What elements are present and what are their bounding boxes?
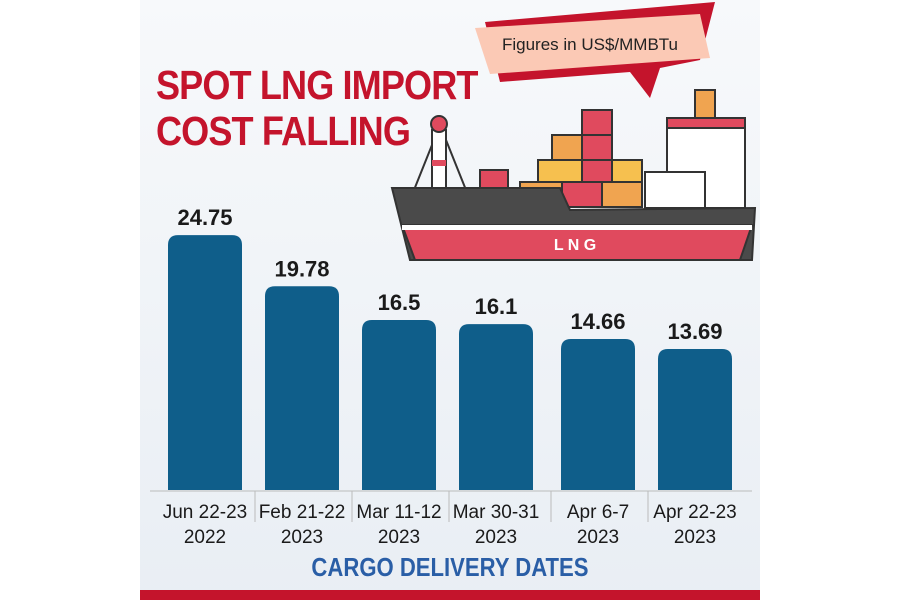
x-tick-label: 2022 <box>184 527 226 548</box>
unit-note: Figures in US$/MMBTu <box>502 35 678 54</box>
ship-label: L N G <box>554 237 596 254</box>
bar <box>265 286 339 490</box>
x-tick-label: 2023 <box>674 527 716 548</box>
x-tick-label: 2023 <box>281 527 323 548</box>
value-label: 19.78 <box>274 256 329 281</box>
x-tick-label: Apr 22-23 <box>653 502 736 523</box>
value-label: 13.69 <box>667 319 722 344</box>
chart-svg: Figures in US$/MMBTu L N <box>150 2 757 548</box>
ship-illustration: L N G <box>390 89 757 261</box>
x-tick-label: Mar 30-31 <box>453 502 540 523</box>
footer-band <box>140 590 760 600</box>
x-tick-label: 2023 <box>475 527 517 548</box>
value-label: 24.75 <box>177 205 232 230</box>
x-tick-label: Jun 22-23 <box>163 502 248 523</box>
infographic-panel: SPOT LNG IMPORT COST FALLING Figures in … <box>140 0 760 600</box>
x-tick-label: Feb 21-22 <box>259 502 346 523</box>
x-tick-label: 2023 <box>577 527 619 548</box>
bar-group: 24.75 Jun 22-23 2022 19.78 Feb 21-22 2023 16.5… <box>163 205 737 548</box>
x-tick-label: Apr 6-7 <box>567 502 629 523</box>
bar <box>362 320 436 490</box>
value-label: 16.5 <box>378 290 421 315</box>
x-tick-label: 2023 <box>378 527 420 548</box>
value-label: 16.1 <box>475 294 518 319</box>
bar <box>658 348 732 490</box>
title-line: COST FALLING <box>156 108 411 154</box>
title-line: SPOT LNG IMPORT <box>156 62 478 108</box>
value-label: 14.66 <box>570 309 625 334</box>
x-tick-label: Mar 11-12 <box>356 502 441 523</box>
unit-callout: Figures in US$/MMBTu <box>475 2 715 98</box>
bar <box>168 235 242 490</box>
x-axis-title: CARGO DELIVERY DATES <box>311 552 589 582</box>
bar <box>459 324 533 490</box>
bar <box>561 339 635 490</box>
chart-title: SPOT LNG IMPORT COST FALLING <box>156 62 478 154</box>
